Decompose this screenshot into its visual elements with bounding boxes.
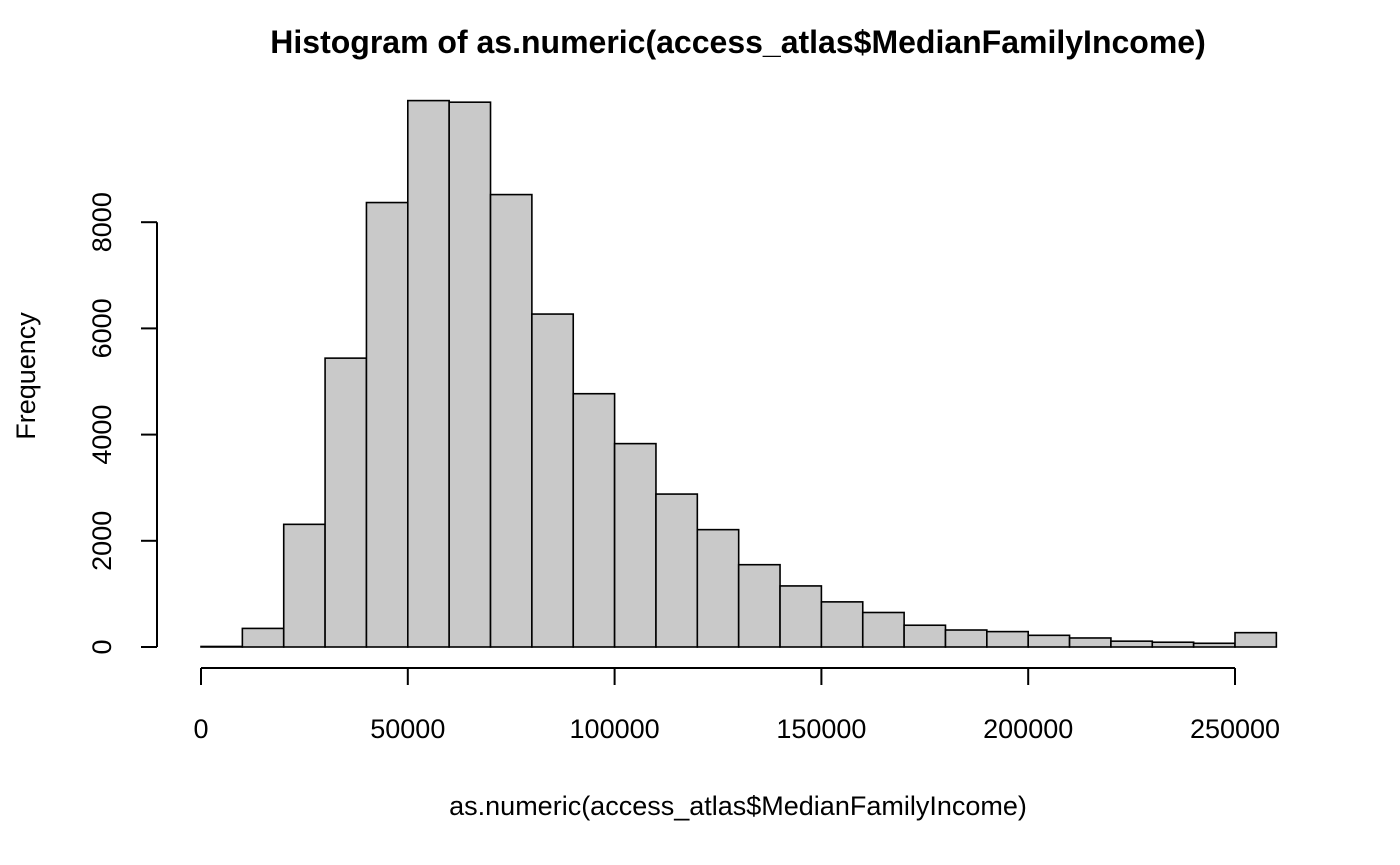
histogram-bar-24 xyxy=(1192,642,1236,648)
histogram-bar-10 xyxy=(613,442,657,648)
histogram-bar-2 xyxy=(282,523,326,648)
x-tick-label: 100000 xyxy=(570,714,660,744)
histogram-bar-14 xyxy=(779,585,823,648)
y-tick-label: 4000 xyxy=(87,405,117,465)
histogram-bar-6 xyxy=(448,101,492,648)
histogram-bar-4 xyxy=(365,201,409,648)
histogram-bar-21 xyxy=(1068,637,1112,648)
histogram-bar-15 xyxy=(820,601,864,648)
x-axis-label: as.numeric(access_atlas$MedianFamilyInco… xyxy=(449,791,1027,821)
x-tick-label: 200000 xyxy=(983,714,1073,744)
histogram-bar-23 xyxy=(1151,641,1195,648)
histogram-bar-8 xyxy=(531,313,575,648)
histogram-bar-17 xyxy=(903,624,947,648)
x-tick-label: 150000 xyxy=(776,714,866,744)
x-axis: 0 50000 100000 150000 200000 250000 xyxy=(193,667,1280,744)
histogram-bar-22 xyxy=(1110,640,1154,648)
histogram-bar-3 xyxy=(324,357,368,648)
y-tick-label: 2000 xyxy=(87,511,117,571)
histogram-bar-5 xyxy=(406,99,450,648)
histogram-bars xyxy=(200,99,1278,648)
y-axis: 0 2000 4000 6000 8000 xyxy=(87,192,158,655)
histogram-bar-7 xyxy=(489,193,533,648)
histogram-bar-0 xyxy=(200,645,244,648)
histogram-bar-13 xyxy=(737,563,781,648)
x-tick-label: 50000 xyxy=(370,714,445,744)
histogram-bar-16 xyxy=(861,611,905,648)
histogram-bar-12 xyxy=(696,528,740,648)
y-tick-label: 0 xyxy=(87,639,117,654)
histogram-bar-25 xyxy=(1234,631,1278,648)
chart-title: Histogram of as.numeric(access_atlas$Med… xyxy=(270,24,1205,60)
histogram-bar-1 xyxy=(241,627,285,648)
histogram-bar-20 xyxy=(1027,634,1071,648)
y-axis-label: Frequency xyxy=(11,312,41,440)
x-tick-label: 250000 xyxy=(1190,714,1280,744)
x-tick-label: 0 xyxy=(193,714,208,744)
histogram-bar-19 xyxy=(986,630,1030,648)
y-tick-label: 6000 xyxy=(87,298,117,358)
histogram-bar-11 xyxy=(655,493,699,648)
histogram-bar-18 xyxy=(944,629,988,648)
histogram-bar-9 xyxy=(572,392,616,648)
y-tick-label: 8000 xyxy=(87,192,117,252)
